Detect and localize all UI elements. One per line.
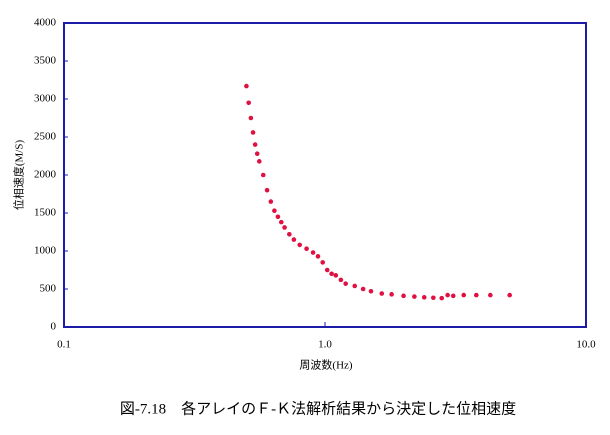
data-point (310, 250, 316, 255)
data-point (297, 242, 303, 248)
data-point (250, 130, 256, 135)
data-point (329, 271, 334, 277)
plot-frame (63, 22, 587, 328)
data-point (268, 199, 274, 204)
data-point (450, 293, 456, 299)
data-point (461, 292, 467, 298)
y-tick-label: 3500 (34, 55, 57, 67)
x-tick-label: 10.0 (576, 339, 596, 351)
data-point (252, 142, 258, 147)
data-point (248, 115, 254, 121)
data-point (431, 295, 436, 301)
data-point (260, 172, 266, 178)
data-point (246, 100, 251, 106)
figure-caption: 図-7.18 各アレイのＦ-Ｋ法解析結果から決定した位相速度 (120, 400, 516, 417)
data-point (439, 295, 445, 301)
data-point (401, 293, 406, 299)
x-tick-label: 1.0 (318, 339, 332, 351)
y-tick-label: 0 (51, 321, 57, 333)
data-point (445, 292, 450, 298)
data-point (412, 294, 417, 299)
y-tick-label: 4000 (34, 17, 57, 29)
data-point (352, 283, 358, 289)
data-point (379, 291, 385, 296)
data-point (282, 225, 287, 230)
data-point (324, 267, 330, 273)
x-axis-label: 周波数(Hz) (299, 359, 352, 372)
data-point (343, 281, 348, 286)
y-tick-label: 500 (40, 283, 57, 295)
data-point (287, 231, 292, 237)
x-tick-label: 0.1 (57, 339, 71, 351)
y-tick-label: 2500 (34, 131, 57, 143)
data-point (474, 292, 479, 298)
y-tick-label: 3000 (34, 93, 57, 105)
data-point (304, 246, 309, 252)
data-point (507, 292, 512, 298)
data-point (389, 292, 394, 297)
data-point (315, 254, 321, 259)
data-point (264, 187, 270, 193)
data-point (244, 83, 249, 89)
data-point (320, 260, 326, 265)
data-point (338, 277, 344, 283)
y-tick-label: 2000 (34, 169, 57, 181)
data-point (254, 151, 260, 157)
data-point (360, 286, 366, 292)
data-point (256, 159, 262, 164)
data-point (368, 288, 374, 294)
data-point (278, 219, 284, 225)
y-tick-label: 1500 (34, 207, 57, 219)
data-point (275, 214, 281, 220)
y-tick-label: 1000 (34, 245, 57, 257)
data-point (272, 208, 277, 214)
data-point (291, 237, 297, 242)
data-point (421, 295, 427, 300)
data-point (333, 273, 339, 278)
y-axis-label: 位相速度(M/S) (12, 140, 26, 211)
data-point (488, 292, 493, 298)
